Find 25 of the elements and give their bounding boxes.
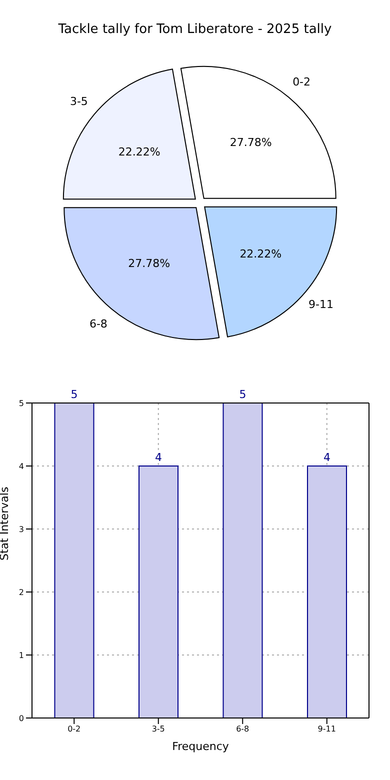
x-tick-label: 6-8 <box>236 724 250 734</box>
data-label: 22.22% <box>240 247 282 260</box>
y-tick-label: 0 <box>18 714 24 723</box>
y-axis-title: Stat Intervals <box>0 486 11 560</box>
slice-label: 6-8 <box>89 318 108 331</box>
y-tick-label: 4 <box>18 462 24 471</box>
x-tick-label: 3-5 <box>152 724 165 734</box>
data-label: 5 <box>70 388 78 401</box>
data-label: 27.78% <box>230 136 272 149</box>
data-label: 4 <box>154 451 162 464</box>
data-label: 5 <box>239 388 246 401</box>
y-tick-label: 5 <box>18 398 24 408</box>
data-label: 27.78% <box>128 257 170 270</box>
y-tick-label: 1 <box>18 650 24 660</box>
data-label: 4 <box>323 451 330 464</box>
y-tick-label: 2 <box>18 588 24 597</box>
slice-label: 9-11 <box>308 298 334 312</box>
chart-title: Tackle tally for Tom Liberatore - 2025 tally <box>57 22 333 37</box>
slice-label: 0-2 <box>292 75 311 88</box>
x-axis-title: Frequency <box>172 740 230 753</box>
slice-label: 3-5 <box>70 94 88 108</box>
x-tick-label: 0-2 <box>68 724 81 734</box>
y-tick-label: 3 <box>18 524 24 534</box>
data-label: 22.22% <box>118 146 160 159</box>
x-tick-label: 9-11 <box>318 724 336 734</box>
